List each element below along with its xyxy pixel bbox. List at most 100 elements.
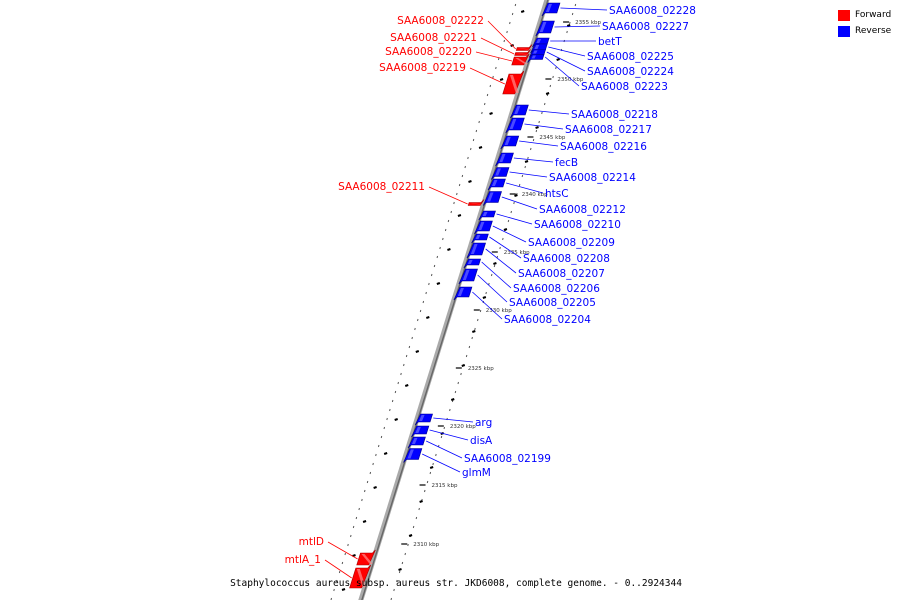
- gene-leader-reverse: [544, 56, 580, 87]
- scale-dash-reverse: [493, 262, 497, 265]
- gene-leader-reverse: [472, 291, 503, 320]
- track-dot-left: [470, 147, 472, 151]
- gene-label-reverse: SAA6008_02225: [587, 51, 674, 63]
- scale-dash-forward: [352, 554, 356, 557]
- track-dot-left: [461, 174, 464, 178]
- gene-forward-shade: [361, 554, 373, 564]
- gene-reverse-shade: [470, 244, 478, 254]
- track-dot-right: [471, 336, 473, 340]
- gene-label-reverse: htsC: [545, 188, 569, 200]
- track-dot-right: [532, 138, 535, 142]
- track-dot-left: [483, 102, 486, 106]
- scale-dash-reverse: [503, 228, 508, 231]
- scale-dash-reverse: [556, 58, 560, 61]
- gene-label-reverse: SAA6008_02204: [504, 314, 591, 326]
- gene-reverse-shade: [457, 288, 464, 296]
- gene-reverse: [458, 268, 478, 285]
- track-dot-left: [447, 219, 450, 223]
- gene-leader-reverse: [519, 140, 559, 147]
- track-dot-right: [440, 435, 443, 439]
- track-dot-left: [506, 30, 508, 34]
- scale-dash-reverse: [408, 534, 413, 537]
- scale-dash-forward: [457, 214, 462, 217]
- gene-reverse: [505, 117, 525, 134]
- scale-dash-forward: [520, 10, 525, 13]
- track-dot-right: [460, 372, 462, 376]
- gene-reverse-shade: [411, 438, 418, 444]
- scale-dash-forward: [489, 112, 493, 115]
- gene-leader-reverse: [546, 51, 586, 72]
- track-dot-left: [486, 93, 489, 97]
- tick-label: 2310 kbp: [413, 542, 439, 548]
- track-dot-left: [403, 363, 405, 367]
- gene-label-reverse: SAA6008_02228: [609, 5, 696, 17]
- track-dot-left: [422, 300, 425, 304]
- gene-label-reverse: disA: [470, 435, 493, 447]
- scale-dash-forward: [447, 248, 451, 251]
- track-dot-left: [417, 318, 419, 322]
- gene-label-reverse: SAA6008_02199: [464, 453, 551, 465]
- gene-reverse-shade: [415, 427, 421, 433]
- gene-reverse-shade: [407, 449, 414, 459]
- gene-reverse: [453, 286, 473, 301]
- track-dot-right: [543, 102, 546, 106]
- gene-reverse-shade: [467, 260, 473, 264]
- track-dot-left: [509, 21, 511, 25]
- gene-leader-reverse: [528, 109, 570, 115]
- track-dot-left: [350, 534, 352, 538]
- gene-label-reverse: SAA6008_02227: [602, 21, 689, 33]
- track-dot-left: [391, 399, 394, 403]
- scale-dash-reverse: [535, 126, 539, 129]
- gene-reverse-shade: [499, 154, 506, 162]
- scale-dash-forward: [373, 486, 377, 489]
- gene-forward-shade: [470, 203, 485, 205]
- legend-reverse-swatch: [838, 26, 850, 37]
- gene-leader-forward: [480, 37, 515, 55]
- track-dot-left: [472, 138, 475, 142]
- track-dot-left: [514, 3, 517, 7]
- gene-reverse: [466, 242, 486, 259]
- gene-forward: [514, 49, 531, 56]
- gene-leader-forward: [475, 51, 513, 62]
- scale-dash-reverse: [398, 568, 402, 571]
- gene-label-reverse: SAA6008_02214: [549, 172, 636, 184]
- track-dot-right: [393, 588, 395, 592]
- track-dot-left: [481, 111, 483, 115]
- scale-dash-reverse: [545, 92, 550, 95]
- gene-reverse: [471, 233, 489, 244]
- track-dot-left: [478, 120, 480, 124]
- scale-dash-reverse: [429, 466, 434, 469]
- track-dot-left: [411, 336, 413, 340]
- gene-reverse: [407, 436, 426, 449]
- gene-leader-reverse: [489, 236, 522, 259]
- track-dot-left: [408, 345, 411, 349]
- track-dot-right: [521, 174, 524, 178]
- track-dot-right: [407, 543, 409, 547]
- gene-leader-reverse: [433, 417, 474, 423]
- track-dot-right: [488, 282, 490, 286]
- gene-leader-reverse: [485, 248, 517, 274]
- track-dot-left: [489, 84, 492, 88]
- gene-reverse: [495, 152, 514, 167]
- gene-leader-reverse: [429, 429, 469, 441]
- track-dot-left: [492, 75, 494, 79]
- gene-reverse: [535, 20, 555, 37]
- gene-label-reverse: arg: [475, 417, 492, 429]
- gene-label-reverse: SAA6008_02207: [518, 268, 605, 280]
- track-dot-left: [383, 426, 386, 430]
- track-dot-right: [569, 21, 571, 25]
- track-dot-right: [555, 66, 557, 70]
- gene-reverse-shade: [534, 45, 540, 49]
- gene-leader-reverse: [548, 46, 586, 57]
- scale-dash-forward: [478, 146, 483, 149]
- track-dot-right: [465, 354, 468, 358]
- scale-dash-reverse: [472, 330, 476, 333]
- scale-dash-forward: [426, 316, 430, 319]
- track-dot-right: [468, 345, 471, 349]
- track-dot-left: [369, 471, 372, 475]
- gene-label-forward: mtlA_1: [285, 554, 321, 566]
- track-dot-right: [404, 552, 406, 556]
- gene-forward: [467, 199, 485, 206]
- track-dot-left: [333, 588, 335, 592]
